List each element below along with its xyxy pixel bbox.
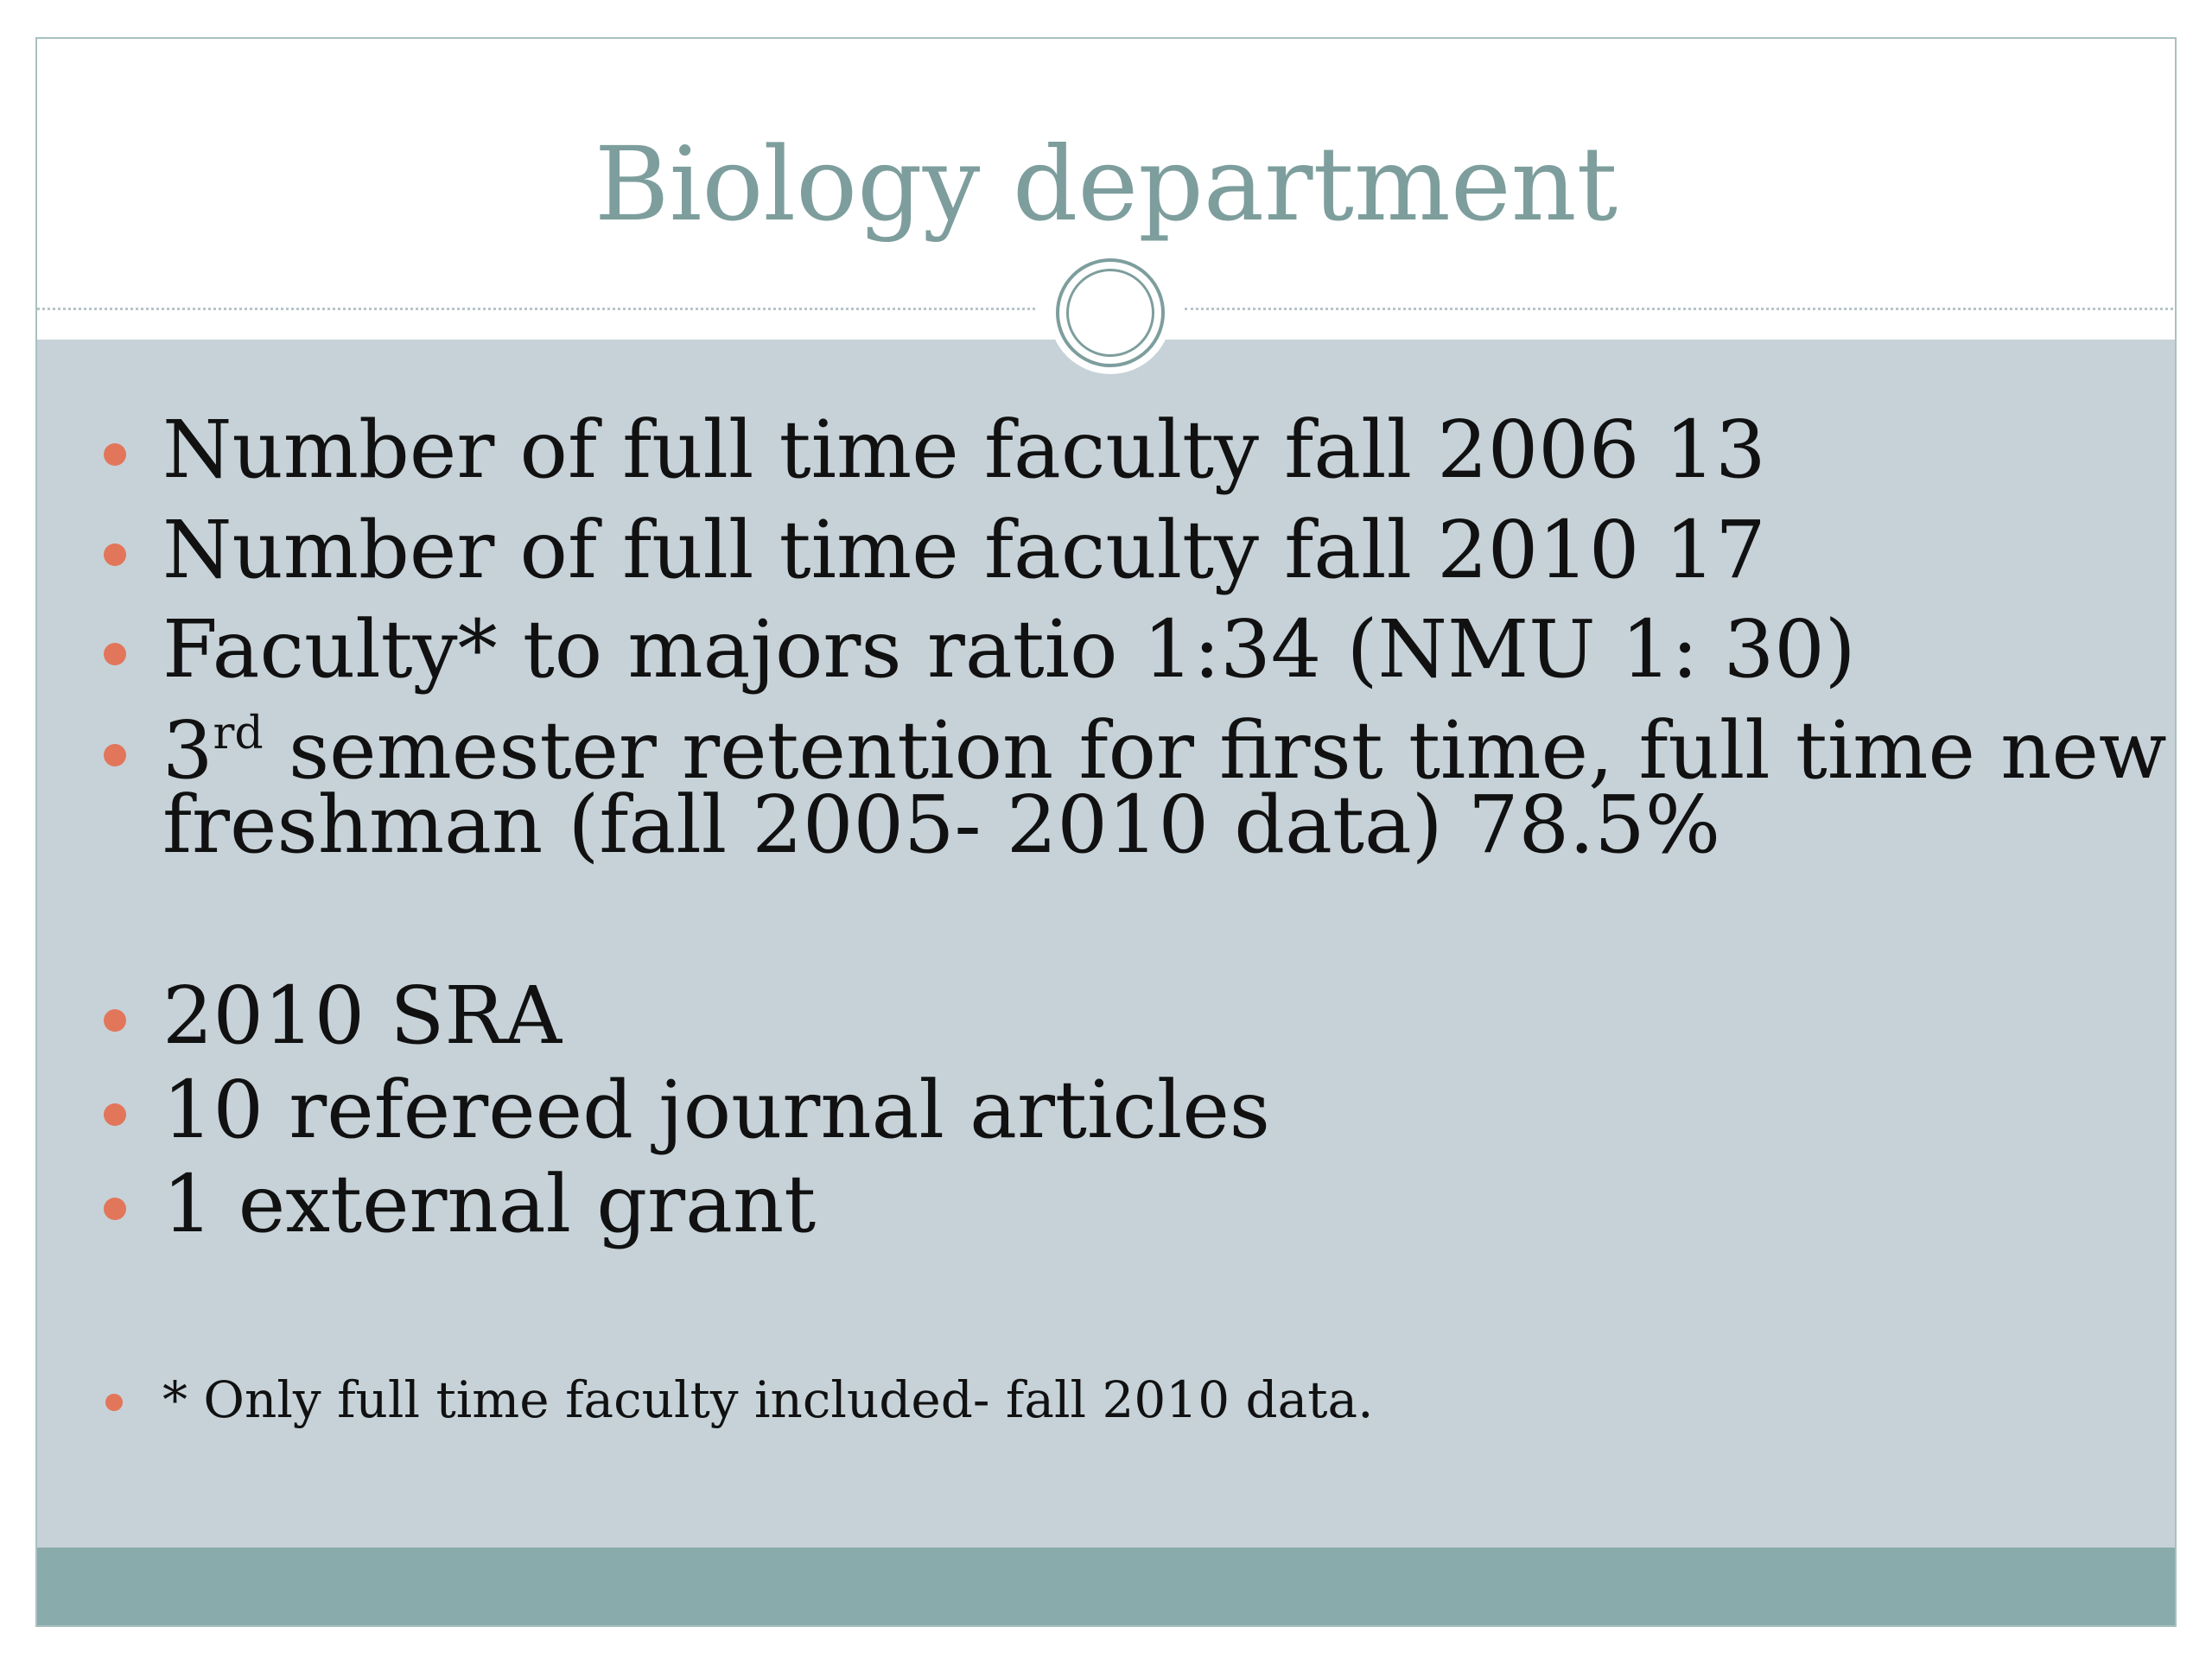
bullet-text-line-2: freshman (fall 2005- 2010 data) 78.5%	[162, 779, 1721, 871]
bullet-item: 3rd semester retention for first time, f…	[104, 708, 2167, 871]
bullet-text-line-1: 3rd semester retention for first time, f…	[162, 708, 2167, 791]
bullet-dot-icon	[104, 744, 126, 766]
bullet-item: Number of full time faculty fall 2006 13	[104, 404, 2063, 496]
ring-ornament-inner	[1066, 269, 1154, 357]
bullet-dot-icon	[104, 443, 126, 466]
content-area: Number of full time faculty fall 2006 13…	[37, 340, 2175, 1591]
ordinal-superscript: rd	[213, 708, 264, 760]
footnote-item: * Only full time faculty included- fall …	[105, 1370, 2063, 1429]
bullet-text: semester retention for first time, full …	[263, 704, 2167, 797]
bullet-item: 1 external grant	[104, 1158, 2063, 1250]
footnote-text: * Only full time faculty included- fall …	[162, 1370, 1374, 1429]
bullet-dot-icon	[104, 543, 126, 566]
bullet-dot-icon	[104, 1009, 126, 1032]
bullet-dot-icon	[105, 1394, 123, 1411]
ordinal-number: 3	[162, 704, 213, 797]
bullet-item: Number of full time faculty fall 2010 17	[104, 504, 2063, 596]
bullet-text: Number of full time faculty fall 2010 17	[162, 504, 1766, 596]
bullet-item: 2010 SRA	[104, 969, 2063, 1062]
ring-ornament-icon	[1056, 258, 1165, 367]
bullet-dot-icon	[104, 643, 126, 665]
slide-title: Biology department	[594, 124, 1618, 244]
bullet-item: Faculty* to majors ratio 1:34 (NMU 1: 30…	[104, 603, 2063, 696]
bullet-dot-icon	[104, 1198, 126, 1220]
bullet-dot-icon	[104, 1103, 126, 1126]
bullet-text: 2010 SRA	[162, 969, 563, 1062]
bullet-text: 10 refereed journal articles	[162, 1064, 1270, 1156]
footer-bar	[37, 1548, 2175, 1625]
divider-left	[37, 308, 1035, 310]
divider-right	[1185, 308, 2175, 310]
bullet-text: Faculty* to majors ratio 1:34 (NMU 1: 30…	[162, 603, 1856, 696]
slide: Biology department Number of full time f…	[35, 37, 2177, 1627]
bullet-item: 10 refereed journal articles	[104, 1064, 2063, 1156]
bullet-text: 1 external grant	[162, 1158, 817, 1250]
bullet-text: Number of full time faculty fall 2006 13	[162, 404, 1766, 496]
